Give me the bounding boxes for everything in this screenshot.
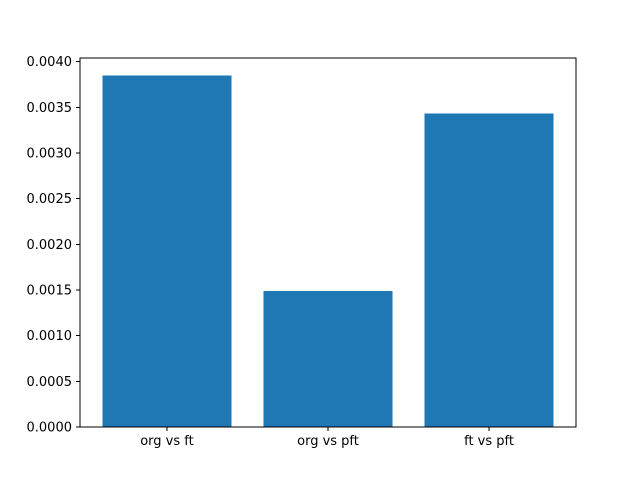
y-tick-label: 0.0035 (27, 101, 73, 116)
x-tick-label: ft vs pft (464, 434, 514, 449)
y-tick-label: 0.0025 (27, 192, 73, 207)
bar (102, 75, 232, 427)
y-tick-label: 0.0005 (27, 375, 73, 390)
y-tick-label: 0.0030 (27, 146, 73, 161)
x-tick-label: org vs ft (140, 434, 194, 449)
y-tick-label: 0.0040 (27, 55, 73, 70)
bar (424, 113, 554, 427)
y-tick-label: 0.0010 (27, 329, 73, 344)
x-tick-label: org vs pft (297, 434, 359, 449)
y-tick-label: 0.0020 (27, 238, 73, 253)
y-tick-label: 0.0000 (27, 421, 73, 436)
y-tick-label: 0.0015 (27, 284, 73, 299)
bar (263, 290, 393, 427)
